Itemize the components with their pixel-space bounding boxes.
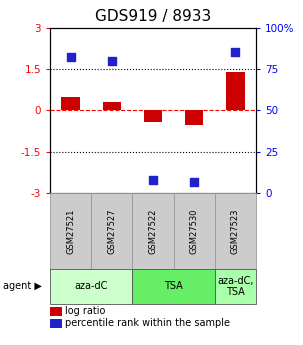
Point (233, 50, 238, 55)
Point (68, 55, 73, 60)
Bar (61, 97, 80, 110)
Point (151, 177, 155, 183)
Text: log ratio: log ratio (65, 306, 105, 316)
Bar (102, 102, 121, 110)
Text: aza-dC: aza-dC (75, 282, 108, 291)
Text: aza-dC,
TSA: aza-dC, TSA (217, 276, 254, 297)
Text: GSM27523: GSM27523 (231, 208, 240, 254)
Point (192, 179, 197, 184)
Text: GSM27530: GSM27530 (190, 208, 199, 254)
Text: agent ▶: agent ▶ (3, 282, 42, 291)
Text: percentile rank within the sample: percentile rank within the sample (65, 318, 230, 328)
Point (109, 58, 114, 63)
Bar (226, 72, 245, 110)
Text: TSA: TSA (164, 282, 183, 291)
Text: GSM27521: GSM27521 (66, 208, 75, 254)
Bar (144, 110, 162, 122)
Text: GSM27522: GSM27522 (148, 208, 158, 254)
Title: GDS919 / 8933: GDS919 / 8933 (95, 9, 211, 24)
Text: GSM27527: GSM27527 (107, 208, 116, 254)
Bar (185, 110, 204, 125)
